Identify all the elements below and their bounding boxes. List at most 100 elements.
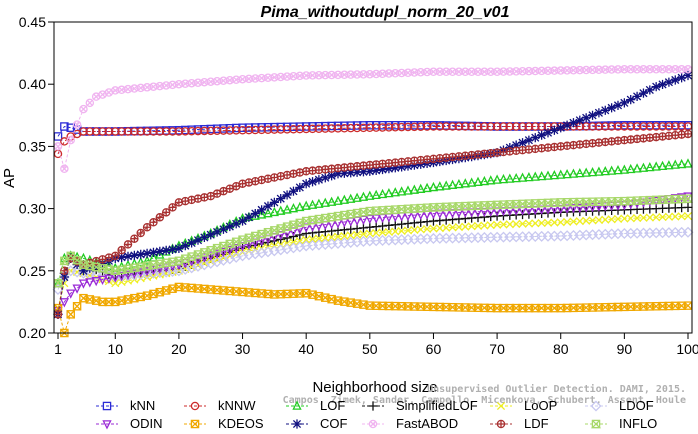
- fastabod-point: [473, 67, 483, 77]
- fastabod-point: [435, 67, 445, 77]
- knnw-point: [352, 123, 362, 133]
- inflo-point: [332, 211, 344, 221]
- series-cof: [53, 70, 693, 319]
- legend-item-loop: LoOP: [490, 398, 557, 413]
- lof-point: [428, 181, 439, 192]
- fastabod-point: [149, 82, 158, 91]
- cof-point: [136, 249, 146, 259]
- knnw-point: [276, 125, 285, 134]
- odin-point: [212, 249, 222, 259]
- inflo-point: [71, 255, 83, 265]
- fastabod-line: [57, 68, 688, 169]
- legend-label: LoOP: [524, 398, 557, 413]
- cof-point: [677, 73, 687, 83]
- fastabod-point: [664, 65, 674, 74]
- cof-point: [562, 120, 572, 130]
- inflo-point: [434, 202, 445, 212]
- loop-point: [480, 221, 489, 230]
- lof-point: [314, 198, 324, 208]
- chart-title: Pima_withoutdupl_norm_20_v01: [261, 4, 510, 21]
- cof-point: [371, 165, 381, 176]
- plot-frame: [53, 21, 693, 334]
- ldof-point: [682, 226, 694, 238]
- lof-point: [575, 167, 585, 178]
- lof-point: [517, 172, 528, 182]
- loop-point: [588, 216, 597, 225]
- cof-point: [352, 167, 362, 177]
- lof-point: [269, 206, 280, 217]
- lof-point: [683, 158, 693, 168]
- knnw-point: [91, 127, 101, 136]
- knnw-point: [238, 125, 247, 135]
- legend-marker: [292, 419, 302, 429]
- fastabod-point: [174, 79, 184, 89]
- series-inflo: [52, 194, 694, 288]
- inflo-point: [619, 196, 630, 206]
- loop-point: [340, 231, 349, 241]
- lof-point: [638, 162, 649, 172]
- lof-point: [498, 173, 509, 184]
- lof-point: [339, 194, 350, 204]
- legend-label: LDOF: [619, 398, 654, 413]
- cof-point: [123, 251, 133, 261]
- inflo-point: [511, 199, 522, 209]
- odin-point: [358, 215, 369, 225]
- loop-point: [365, 229, 374, 238]
- x-tick-label: 70: [489, 341, 505, 357]
- legend-label: SimplifiedLOF: [396, 398, 478, 413]
- knnw-point: [416, 122, 425, 131]
- inflo-point: [377, 206, 388, 215]
- knnw-point: [492, 122, 502, 131]
- inflo-point: [351, 208, 363, 218]
- lof-point: [676, 158, 687, 169]
- x-tick-label: 20: [171, 341, 187, 357]
- fastabod-point: [333, 70, 343, 80]
- lof-point: [352, 192, 362, 202]
- inflo-point: [676, 194, 687, 204]
- fastabod-point: [467, 67, 476, 77]
- loop-point: [333, 232, 343, 241]
- knnw-point: [155, 127, 165, 136]
- fastabod-point: [136, 83, 145, 93]
- ldof-point: [179, 263, 191, 275]
- cof-point: [511, 140, 521, 150]
- knnw-point: [333, 124, 343, 133]
- lof-point: [645, 161, 655, 172]
- fastabod-point: [607, 65, 616, 74]
- simplifiedlof-point: [683, 202, 693, 212]
- knnw-point: [193, 126, 203, 136]
- knnw-point: [632, 122, 642, 131]
- loop-point: [403, 226, 413, 235]
- knnw-point: [397, 122, 406, 132]
- lof-point: [422, 182, 432, 193]
- knnw-point: [391, 122, 400, 132]
- cof-point: [651, 82, 661, 92]
- knnw-point: [346, 123, 355, 133]
- watermark-line-1: Unsupervised Outlier Detection. DAMI, 20…: [427, 383, 686, 395]
- knnw-point: [581, 122, 591, 131]
- loop-point: [486, 221, 495, 230]
- lof-point: [473, 176, 483, 186]
- lof-point: [511, 172, 521, 183]
- lof-point: [358, 191, 369, 201]
- cof-point: [568, 118, 579, 128]
- lof-point: [320, 197, 330, 207]
- inflo-point: [97, 264, 108, 273]
- cof-point: [530, 133, 540, 143]
- ldf-point: [123, 240, 133, 249]
- lof-point: [326, 196, 337, 206]
- cof-point: [206, 230, 216, 240]
- cof-point: [320, 173, 330, 183]
- cof-point: [244, 212, 254, 222]
- loop-point: [493, 220, 502, 229]
- loop-point: [607, 215, 616, 224]
- cof-point: [307, 177, 318, 187]
- ldf-point: [149, 218, 158, 227]
- legend-item-simplifiedlof: SimplifiedLOF: [362, 398, 478, 413]
- inflo-point: [600, 197, 611, 206]
- ldf-point: [136, 228, 145, 238]
- fastabod-point: [448, 67, 457, 77]
- knnw-point: [594, 122, 604, 131]
- loop-point: [423, 224, 432, 234]
